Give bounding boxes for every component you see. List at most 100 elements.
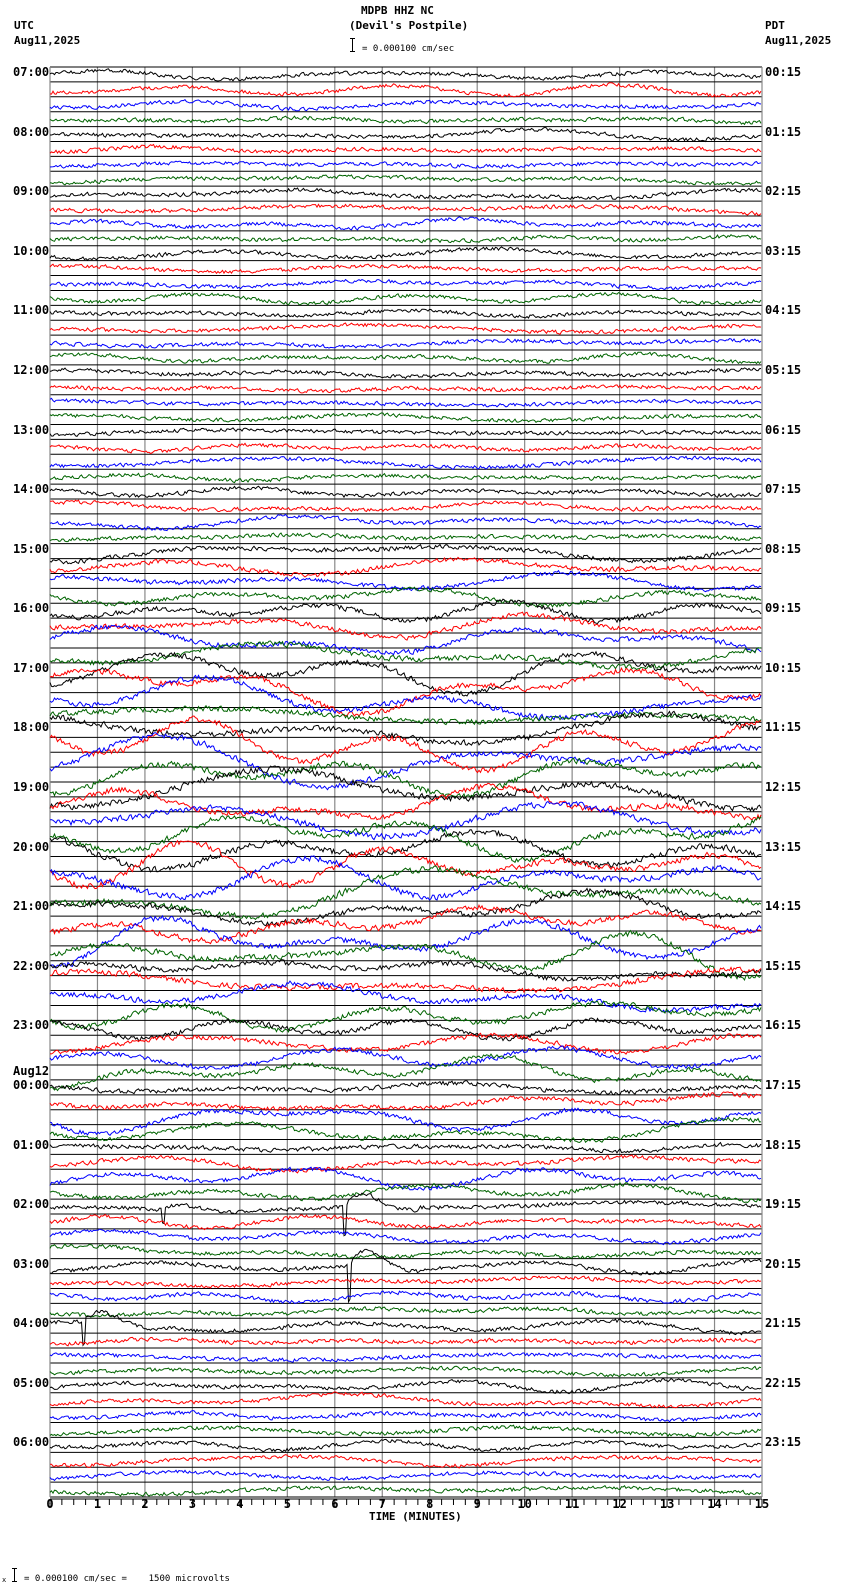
seismic-trace [49,68,762,82]
seismic-trace [49,1141,762,1154]
x-tick-label: 14 [707,1497,722,1511]
left-hour-label: 20:00 [13,839,50,854]
x-tick-label: 1 [93,1497,102,1511]
seismic-trace [49,216,762,231]
right-hour-label: 17:15 [765,1077,802,1092]
seismic-trace [49,1017,762,1042]
seismic-trace [50,126,762,143]
seismic-trace [49,1182,762,1204]
seismic-trace [49,442,762,454]
right-hour-label: 16:15 [765,1018,802,1033]
right-hour-label: 03:15 [765,243,802,258]
station-title: MDPB HHZ NC [361,4,434,17]
seismic-trace [49,914,762,969]
seismic-trace [49,1228,762,1246]
left-hour-label: 11:00 [13,303,50,318]
seismic-trace [49,160,762,169]
seismic-trace [49,1290,762,1305]
left-hour-label: 10:00 [13,243,50,258]
seismic-trace [49,598,762,625]
right-hour-label: 13:15 [765,839,802,854]
x-tick-label: 15 [754,1497,770,1511]
right-hour-label: 22:15 [765,1375,802,1390]
right-hour-label: 01:15 [765,124,802,139]
seismic-trace [49,757,762,800]
right-hour-label: 07:15 [765,482,802,497]
left-hour-label: 17:00 [13,660,50,675]
seismic-trace [49,1107,762,1136]
left-hour-label: 03:00 [13,1256,50,1271]
seismic-trace [49,815,762,864]
right-timezone: PDT [765,19,785,32]
seismic-trace [49,174,762,186]
left-hour-label: 07:00 [13,65,50,79]
left-hour-label: 22:00 [13,958,50,973]
left-hour-label: 18:00 [13,720,50,735]
seismic-trace [49,640,762,671]
left-hour-label: 23:00 [13,1018,50,1033]
seismic-trace [49,99,762,112]
left-hour-label: 14:00 [13,482,50,497]
left-hour-label: 04:00 [13,1316,50,1331]
seismic-trace [50,1275,762,1289]
seismic-trace [49,1309,762,1347]
seismic-trace [49,278,762,290]
seismic-trace [49,1045,762,1071]
x-tick-label: 10 [517,1497,532,1511]
seismic-trace [49,829,761,873]
left-timezone: UTC [14,19,34,32]
seismic-trace [49,704,762,726]
seismic-trace [49,650,762,697]
right-hour-label: 15:15 [765,958,802,973]
seismic-trace [49,887,762,927]
seismic-trace [49,715,762,774]
seismic-trace [49,1336,762,1347]
seismic-trace [49,291,762,306]
seismic-trace [49,351,762,365]
seismic-trace [49,586,762,608]
right-hour-label: 20:15 [765,1256,802,1271]
seismic-trace [49,556,762,578]
seismic-trace [49,455,762,471]
seismic-trace [49,855,762,901]
seismic-trace [49,1424,762,1438]
seismic-trace [49,322,762,335]
right-hour-label: 18:15 [765,1137,802,1152]
right-hour-label: 23:15 [765,1435,802,1450]
x-tick-label: 11 [564,1497,580,1511]
seismic-trace [49,1080,762,1096]
seismic-trace [49,246,762,261]
seismic-trace [49,187,762,201]
date-change-label: Aug12 [13,1063,50,1078]
left-hour-label: 05:00 [13,1375,50,1390]
right-hour-label: 06:15 [765,422,802,437]
seismic-trace [49,384,762,394]
left-hour-label: 19:00 [13,780,50,794]
seismic-trace [49,800,762,841]
seismic-trace [49,959,762,982]
right-hour-label: 02:15 [765,184,802,199]
seismic-trace [49,1391,762,1409]
left-hour-label: 16:00 [13,601,50,616]
right-hour-label: 14:15 [765,899,802,914]
seismic-trace [49,624,762,656]
seismic-trace [49,472,762,484]
seismic-trace [49,865,762,921]
seismic-trace [49,903,762,945]
x-tick-label: 2 [141,1497,149,1511]
seismic-trace [49,1053,762,1092]
seismic-trace [49,1365,762,1378]
left-hour-label: 06:00 [13,1435,50,1450]
right-hour-label: 09:15 [765,601,802,616]
seismic-trace [49,611,762,641]
seismic-trace [49,1248,762,1304]
seismic-trace [49,1485,762,1497]
seismic-trace [49,412,762,423]
left-hour-label: 12:00 [13,362,50,377]
right-date: Aug11,2025 [765,34,832,47]
seismic-trace [49,143,762,155]
right-hour-label: 08:15 [765,541,802,556]
right-hour-label: 05:15 [765,362,802,377]
footer-prefix: x [2,1576,7,1584]
seismic-trace [49,1213,762,1231]
